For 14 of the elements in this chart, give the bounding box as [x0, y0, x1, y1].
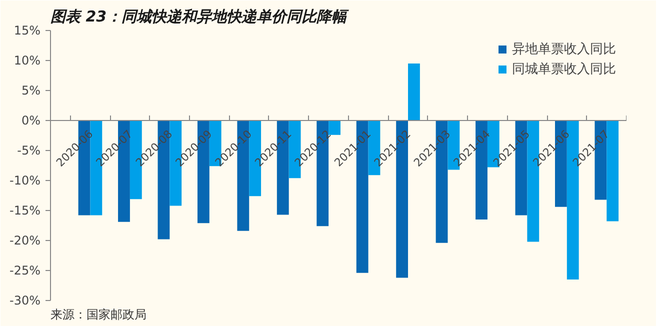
y-tick-label: 5% — [21, 84, 41, 98]
y-tick-label: -25% — [10, 264, 41, 278]
source-note: 来源：国家邮政局 — [50, 308, 146, 322]
y-tick-label: 10% — [14, 54, 40, 68]
y-tick-label: -10% — [10, 174, 41, 188]
y-tick-label: -5% — [17, 144, 41, 158]
y-tick-label: 15% — [14, 24, 40, 38]
y-tick-label: -30% — [10, 294, 41, 308]
chart-title: 图表 23：同城快递和异地快递单价同比降幅 — [50, 8, 350, 26]
y-tick-label: 0% — [21, 114, 41, 128]
y-tick-label: -20% — [10, 234, 41, 248]
y-tick-label: -15% — [10, 204, 41, 218]
legend-label: 异地单票收入同比 — [512, 41, 616, 58]
legend-label: 同城单票收入同比 — [512, 61, 616, 78]
